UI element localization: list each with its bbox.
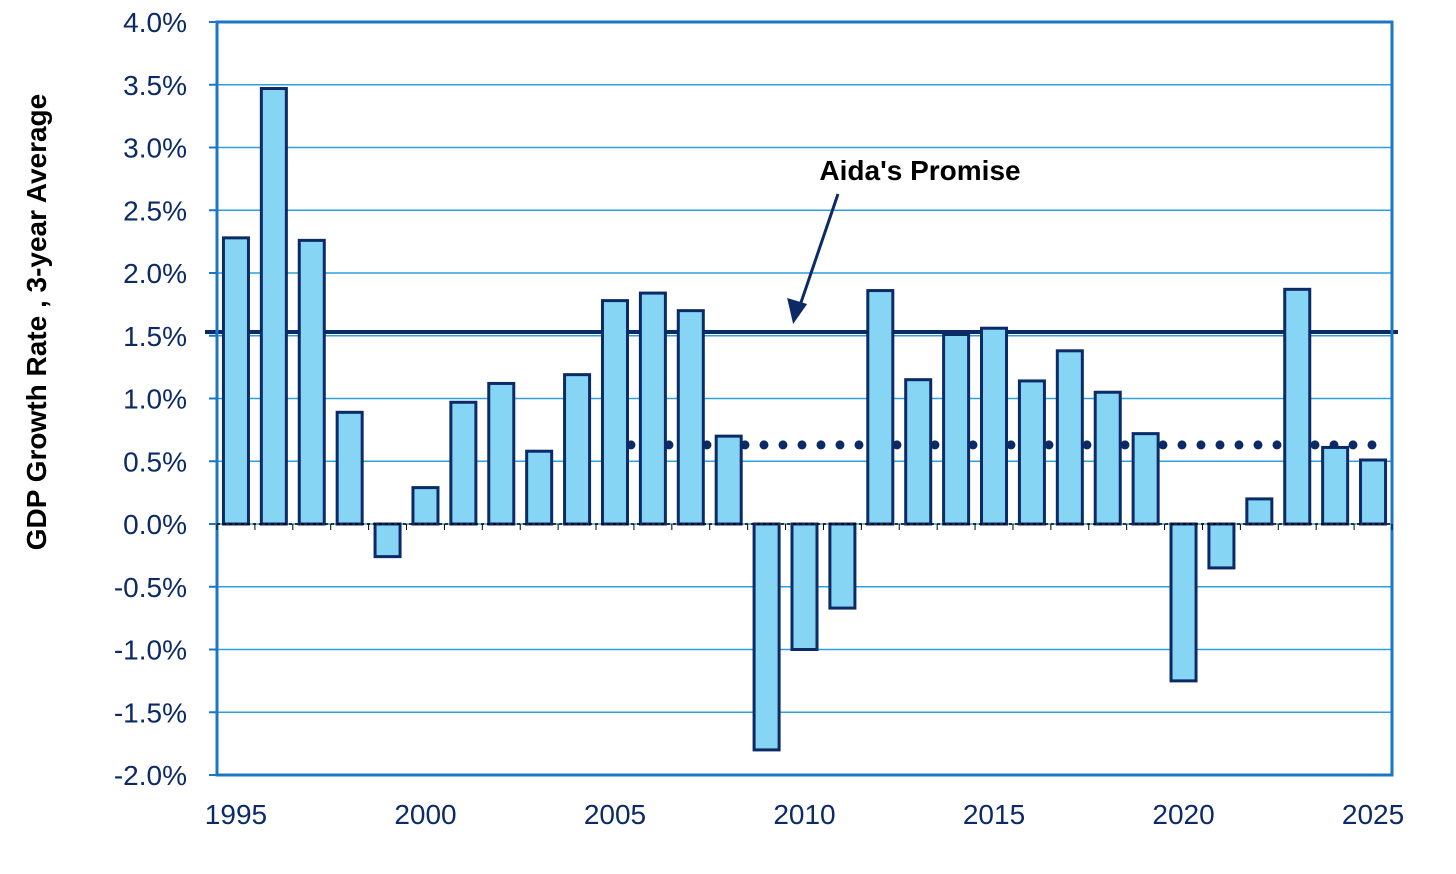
bar [1131, 432, 1160, 526]
y-tick-label: 0.0% [123, 509, 187, 540]
bar [1169, 522, 1198, 683]
y-tick-label: 4.0% [123, 7, 187, 38]
bars [221, 87, 1388, 752]
x-tick-label: 2000 [394, 799, 456, 830]
x-tick-label: 2015 [963, 799, 1025, 830]
bar [1321, 445, 1350, 526]
y-tick-label: 3.5% [123, 70, 187, 101]
bar [487, 381, 516, 526]
annotation-group: Aida's Promise [787, 155, 1021, 324]
y-tick-label: 1.0% [123, 384, 187, 415]
bar [449, 400, 478, 526]
bar [373, 522, 402, 559]
y-tick-label: -1.0% [114, 635, 187, 666]
bar [714, 434, 743, 526]
bar [828, 522, 857, 610]
bar [790, 522, 819, 651]
y-axis-label: GDP Growth Rate , 3-year Average [21, 94, 52, 550]
bar [600, 299, 629, 526]
y-tick-label: -1.5% [114, 697, 187, 728]
bar [1283, 287, 1312, 526]
bar [525, 449, 554, 526]
bar [411, 486, 440, 526]
bar [866, 289, 895, 526]
bar [563, 373, 592, 526]
bar [335, 410, 364, 526]
bar [1055, 349, 1084, 526]
y-tick-label: 2.0% [123, 258, 187, 289]
bar [1017, 379, 1046, 526]
bar [638, 291, 667, 526]
bar [1207, 522, 1236, 570]
bar [259, 87, 288, 526]
x-tick-label: 2005 [584, 799, 646, 830]
y-tick-label: 1.5% [123, 321, 187, 352]
reference-lines [205, 329, 1398, 450]
bar [297, 238, 326, 526]
bar [1245, 497, 1274, 526]
annotation-arrowhead [787, 297, 808, 324]
bar [676, 309, 705, 526]
x-tick-label: 1995 [205, 799, 267, 830]
x-tick-labels: 1995 2000 2005 2010 2015 2020 2025 [205, 799, 1404, 830]
bar [1093, 390, 1122, 526]
y-tick-labels: -2.0% -1.5% -1.0% -0.5% 0.0% 0.5% 1.0% 1.5% 2.0%… [114, 7, 187, 791]
x-tick-label: 2010 [773, 799, 835, 830]
axes [209, 20, 1394, 777]
y-tick-label: 0.5% [123, 446, 187, 477]
y-tick-label: -0.5% [114, 572, 187, 603]
gridlines [217, 84, 1392, 713]
x-tick-label: 2025 [1342, 799, 1404, 830]
y-tick-label: 2.5% [123, 195, 187, 226]
bar [942, 332, 971, 526]
y-tick-label: 3.0% [123, 133, 187, 164]
plot-frame [215, 20, 1394, 777]
bar [980, 326, 1009, 526]
annotation-arrow-line [797, 193, 840, 309]
y-tick-label: -2.0% [114, 760, 187, 791]
x-tick-label: 2020 [1152, 799, 1214, 830]
bar [221, 236, 250, 526]
bar [904, 378, 933, 526]
bar [1359, 458, 1388, 526]
bar [752, 522, 781, 752]
annotation-text: Aida's Promise [819, 155, 1020, 186]
